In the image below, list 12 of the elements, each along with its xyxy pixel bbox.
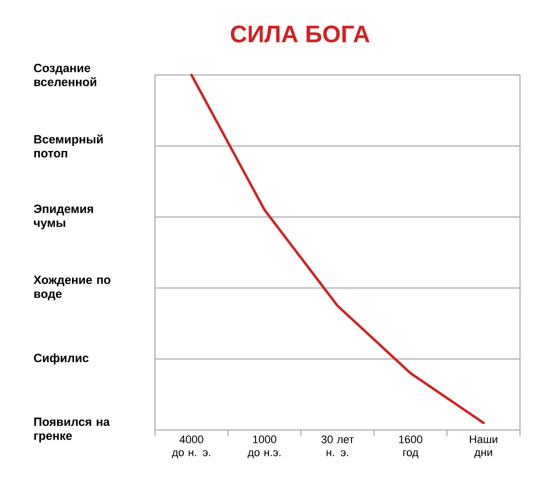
text: Эпидемия чумы bbox=[34, 204, 93, 230]
text: Хождение по воде bbox=[34, 276, 110, 300]
chart-title: СИЛА БОГА bbox=[230, 26, 370, 42]
text: Всемирный потоп bbox=[34, 134, 103, 158]
text: Появился на гренке bbox=[34, 418, 110, 442]
x-tick-label: 4000 до н. э. bbox=[172, 436, 210, 458]
x-tick-label: Наши дни bbox=[470, 436, 498, 458]
x-tick-label: 1000 до н.э. bbox=[248, 436, 280, 458]
text: Сифилис bbox=[34, 353, 89, 365]
text: Создание вселенной bbox=[34, 64, 96, 86]
x-tick-label: 30 лет н. э. bbox=[321, 436, 354, 456]
x-tick-label: 1600 год bbox=[399, 436, 422, 458]
